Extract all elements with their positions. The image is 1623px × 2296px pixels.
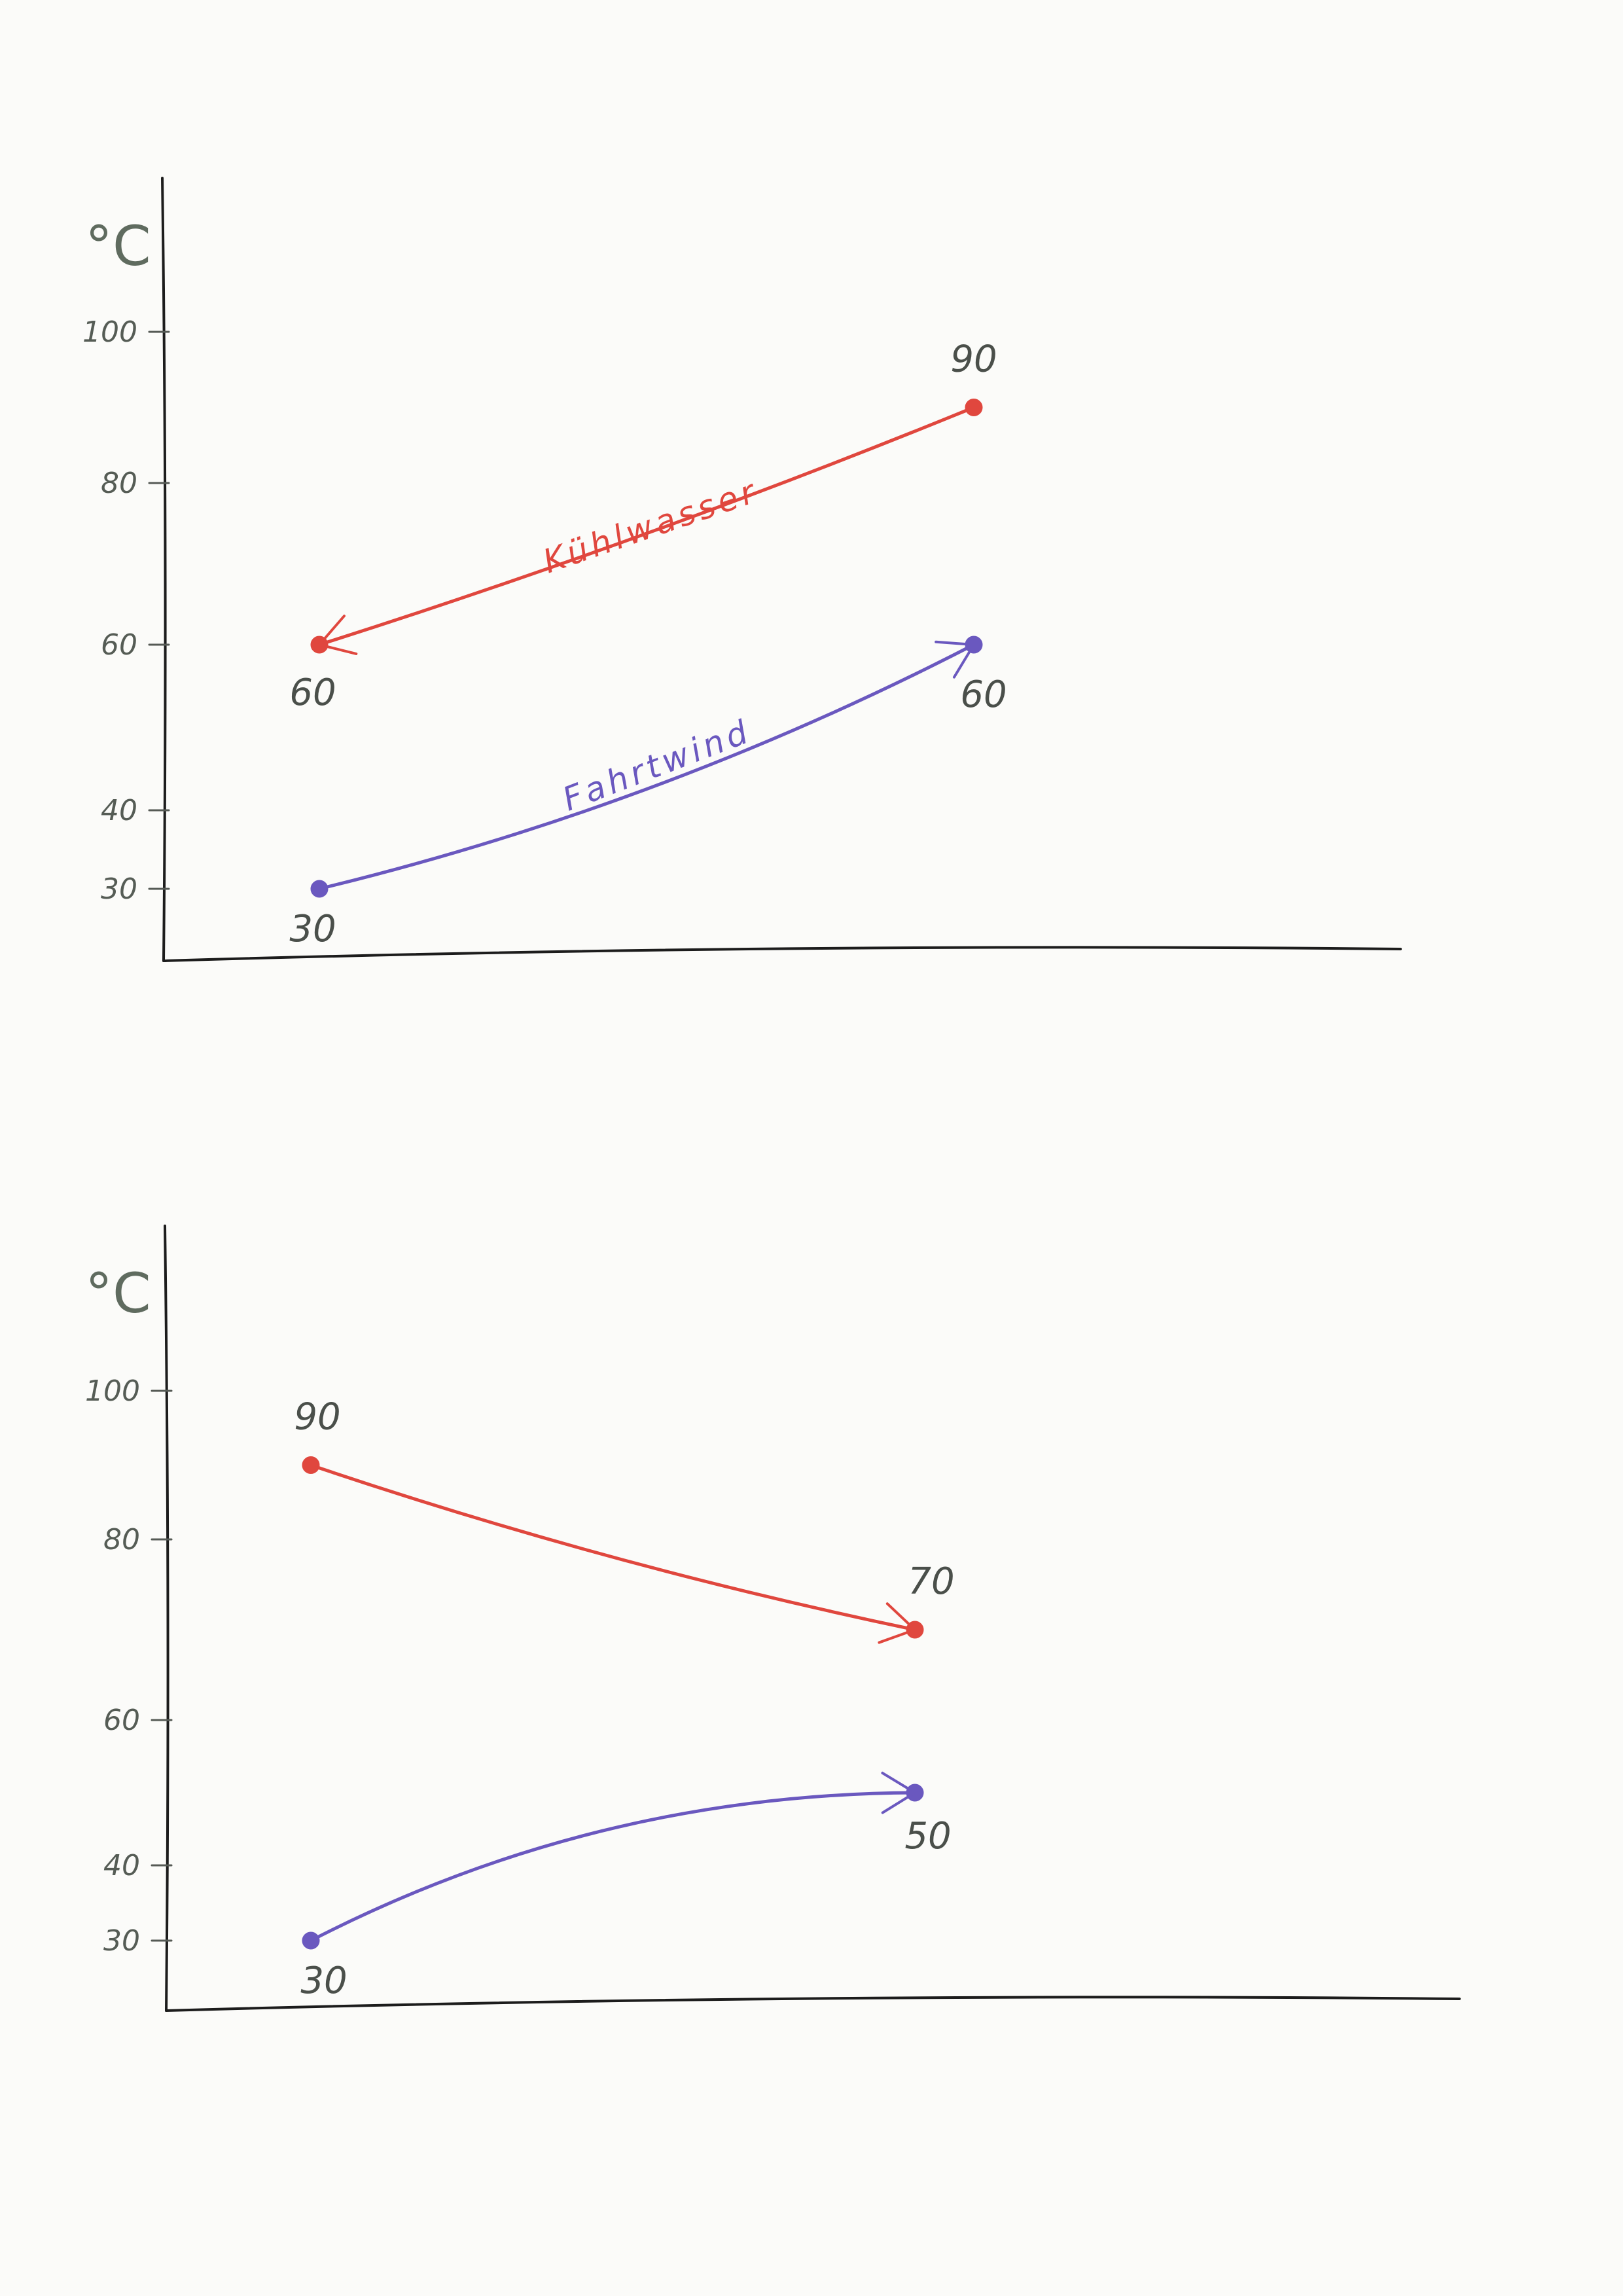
y-tick-label-80: 80 — [101, 467, 137, 500]
data-point-0-0 — [302, 1456, 320, 1474]
y-axis-unit-label: °C — [85, 214, 151, 278]
series-name-label-1: Fahrtwind — [558, 712, 757, 819]
data-label-0-0: 90 — [294, 1396, 340, 1439]
y-axis — [161, 177, 167, 962]
y-tick-label-80: 80 — [103, 1523, 140, 1556]
series-line-1 — [309, 1791, 917, 1943]
arrow-head-1 — [935, 640, 975, 679]
series-line-0 — [317, 406, 976, 647]
arrow-head-0 — [878, 1602, 916, 1644]
x-axis — [162, 946, 1402, 962]
series-line-0 — [309, 1463, 917, 1632]
data-label-1-0: 30 — [300, 1960, 347, 2002]
series-line-1 — [317, 643, 976, 891]
arrow-head-1 — [881, 1771, 916, 1814]
x-axis — [165, 1996, 1461, 2012]
y-tick-label-30: 30 — [101, 872, 137, 906]
y-tick-label-40: 40 — [103, 1849, 140, 1882]
data-label-0-0: 60 — [289, 672, 336, 714]
data-label-0-1: 70 — [908, 1560, 954, 1603]
chart-top: °C 30 40 60 80 100 60 90 Kühlwasser 30 60 Fahrtwind — [82, 177, 1402, 962]
y-tick-label-60: 60 — [101, 628, 137, 662]
data-label-1-1: 60 — [960, 673, 1007, 716]
chart-bottom: °C 30 40 60 80 100 90 70 30 50 — [85, 1225, 1461, 2012]
y-tick-label-30: 30 — [103, 1924, 140, 1958]
data-point-0-1 — [965, 399, 983, 416]
data-label-1-0: 30 — [289, 908, 336, 950]
y-axis-unit-label: °C — [85, 1261, 151, 1325]
arrow-head-0 — [318, 615, 358, 655]
data-label-1-1: 50 — [904, 1815, 951, 1857]
y-tick-label-100: 100 — [82, 315, 137, 349]
data-point-1-0 — [310, 880, 329, 898]
y-tick-label-40: 40 — [101, 794, 137, 827]
y-tick-label-60: 60 — [103, 1704, 140, 1737]
series-name-label-0: Kühlwasser — [539, 472, 764, 581]
y-tick-label-100: 100 — [85, 1374, 140, 1408]
data-label-0-1: 90 — [950, 338, 997, 381]
data-point-1-0 — [302, 1931, 320, 1950]
y-axis — [164, 1225, 169, 2012]
